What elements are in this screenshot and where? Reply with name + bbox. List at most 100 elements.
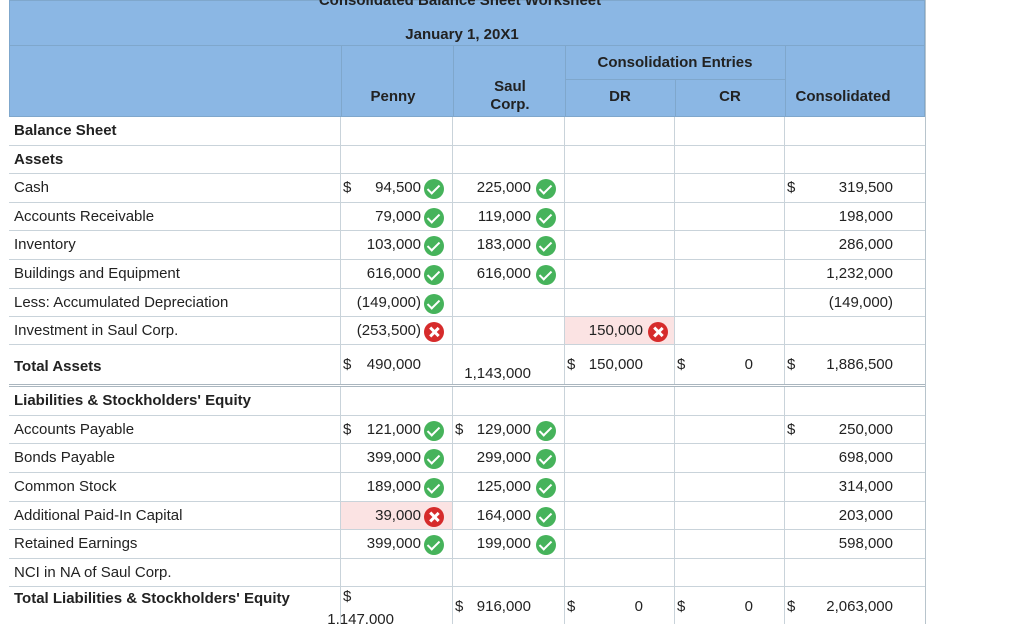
cell-divider [564,559,565,586]
value-saul: 299,000 [476,449,531,466]
value-penny: 103,000 [366,236,421,253]
worksheet: Consolidated Balance Sheet Worksheet Jan… [9,0,926,624]
value-consolidated: (149,000) [828,294,893,311]
value-dr: 150,000 [588,322,643,339]
error-x-icon [424,507,444,527]
check-icon [424,535,444,555]
check-icon [424,449,444,469]
cell-divider [452,260,453,288]
currency-symbol: $ [455,421,464,438]
cell-divider [784,345,785,384]
value-consolidated: 250,000 [838,421,893,438]
row-label: Cash [14,179,50,196]
cell-divider [340,117,341,145]
cell-divider [340,174,341,202]
cell-divider [564,146,565,173]
value-penny: 399,000 [366,535,421,552]
value-cr: 0 [744,598,753,615]
cell-divider [674,530,675,558]
col-consolidated: Consolidated [795,88,891,105]
cell-divider [452,174,453,202]
cell-divider [340,146,341,173]
currency-symbol: $ [343,421,352,438]
value-consolidated: 319,500 [838,179,893,196]
cell-divider [784,502,785,529]
value-penny: 39,000 [375,507,421,524]
value-cr: 0 [744,356,753,373]
cell-divider [452,387,453,415]
cell-divider [674,317,675,344]
cell-divider [340,502,341,529]
value-penny: 94,500 [375,179,421,196]
cell-divider [674,345,675,384]
value-penny: 490,000 [366,356,421,373]
cell-divider [674,174,675,202]
check-icon [424,478,444,498]
error-x-icon [424,322,444,342]
row-accum-depr: Less: Accumulated Depreciation (149,000) (… [9,289,925,317]
cell-divider [674,117,675,145]
row-common: Common Stock 189,000 125,000 314,000 [9,473,925,502]
cell-divider [564,231,565,259]
cell-divider [564,530,565,558]
cell-divider [564,473,565,501]
cell-divider [340,231,341,259]
cell-divider [674,146,675,173]
row-nci: NCI in NA of Saul Corp. [9,559,925,587]
check-icon [536,421,556,441]
cell-divider [564,444,565,472]
cell-divider [452,117,453,145]
row-label: Total Assets [14,358,102,375]
worksheet-title: Consolidated Balance Sheet Worksheet [318,0,602,9]
cell-divider [452,530,453,558]
header-columns-band: Penny Saul Corp. Consolidation Entries DR… [9,46,925,117]
row-label: Bonds Payable [14,449,115,466]
cell-divider [784,289,785,316]
value-penny: 1,147,000 [327,611,394,624]
col-consol-entries: Consolidation Entries [565,54,785,80]
value-penny: 189,000 [366,478,421,495]
header-title-band: Consolidated Balance Sheet Worksheet Jan… [9,0,925,46]
row-label: Common Stock [14,478,117,495]
check-icon [424,265,444,285]
cell-divider [452,203,453,230]
currency-symbol: $ [343,179,352,196]
check-icon [536,478,556,498]
cell-divider [452,559,453,586]
value-saul: 119,000 [477,208,531,225]
col-dr: DR [609,88,631,105]
cell-divider [340,444,341,472]
value-penny: 616,000 [366,265,421,282]
row-cash: Cash 94,500 $225,000 319,500 $ [9,174,925,203]
row-ap: Accounts Payable 121,000 $129,000 $250,000 $ [9,416,925,444]
cell-divider [340,289,341,316]
currency-symbol: $ [787,179,796,196]
value-penny: 399,000 [366,449,421,466]
value-consolidated: 2,063,000 [826,598,893,615]
cell-divider [784,260,785,288]
currency-symbol: $ [567,356,576,373]
value-saul: 199,000 [476,535,531,552]
check-icon [424,208,444,228]
cell-divider [674,444,675,472]
section-liabilities-label: Liabilities & Stockholders' Equity [14,392,251,409]
row-bonds: Bonds Payable 399,000 299,000 698,000 [9,444,925,473]
cell-divider [452,416,453,443]
cell-divider [564,117,565,145]
cell-divider [784,231,785,259]
row-label: Retained Earnings [14,535,138,552]
cell-divider [340,416,341,443]
section-assets-label: Assets [14,151,64,168]
cell-divider [452,231,453,259]
cell-divider [674,231,675,259]
value-dr: 150,000 [588,356,643,373]
check-icon [536,208,556,228]
value-consolidated: 286,000 [838,236,893,253]
row-label: Accounts Receivable [14,208,155,225]
cell-divider [452,473,453,501]
value-saul: 616,000 [476,265,531,282]
cell-divider [784,530,785,558]
cell-divider [784,387,785,415]
cell-divider [340,345,341,384]
currency-symbol: $ [567,598,576,615]
